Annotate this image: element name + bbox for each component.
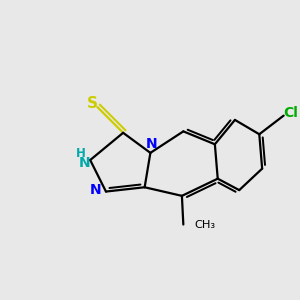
Text: CH₃: CH₃ [194,220,215,230]
Text: H: H [76,147,86,160]
Text: N: N [89,183,101,197]
Text: N: N [79,157,91,170]
Text: Cl: Cl [284,106,298,120]
Text: S: S [87,96,98,111]
Text: N: N [146,137,157,151]
